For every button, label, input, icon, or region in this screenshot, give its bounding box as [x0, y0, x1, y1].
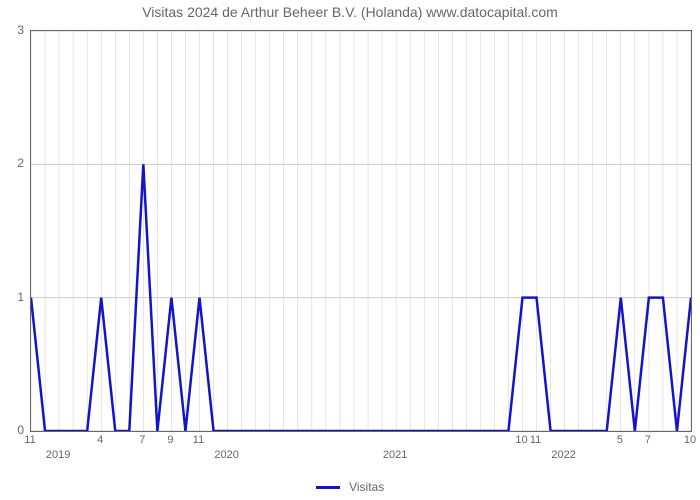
x-year-label: 2022	[551, 449, 575, 461]
x-month-label: 11	[193, 434, 204, 446]
x-month-label: 4	[97, 434, 103, 446]
x-year-label: 2019	[46, 449, 70, 461]
chart-container: Visitas 2024 de Arthur Beheer B.V. (Hola…	[0, 0, 700, 500]
x-month-label: 11	[530, 434, 541, 446]
legend: Visitas	[0, 479, 700, 494]
x-year-label: 2021	[383, 449, 407, 461]
x-month-label: 10	[684, 434, 696, 446]
x-axis-month-labels: 114791110115710	[30, 434, 690, 448]
x-month-label: 7	[645, 434, 651, 446]
y-tick-label: 2	[0, 156, 24, 170]
line-series	[31, 31, 691, 431]
plot-area	[30, 30, 692, 432]
x-year-label: 2020	[214, 449, 238, 461]
legend-swatch	[316, 486, 340, 489]
x-month-label: 9	[167, 434, 173, 446]
y-tick-label: 1	[0, 290, 24, 304]
x-month-label: 5	[617, 434, 623, 446]
y-tick-label: 0	[0, 423, 24, 437]
x-month-label: 11	[24, 434, 35, 446]
x-month-label: 7	[139, 434, 145, 446]
x-month-label: 10	[515, 434, 527, 446]
legend-label: Visitas	[349, 480, 384, 494]
chart-title: Visitas 2024 de Arthur Beheer B.V. (Hola…	[0, 4, 700, 20]
y-tick-label: 3	[0, 23, 24, 37]
x-axis-year-labels: 2019 2020 2021 2022	[30, 449, 690, 463]
